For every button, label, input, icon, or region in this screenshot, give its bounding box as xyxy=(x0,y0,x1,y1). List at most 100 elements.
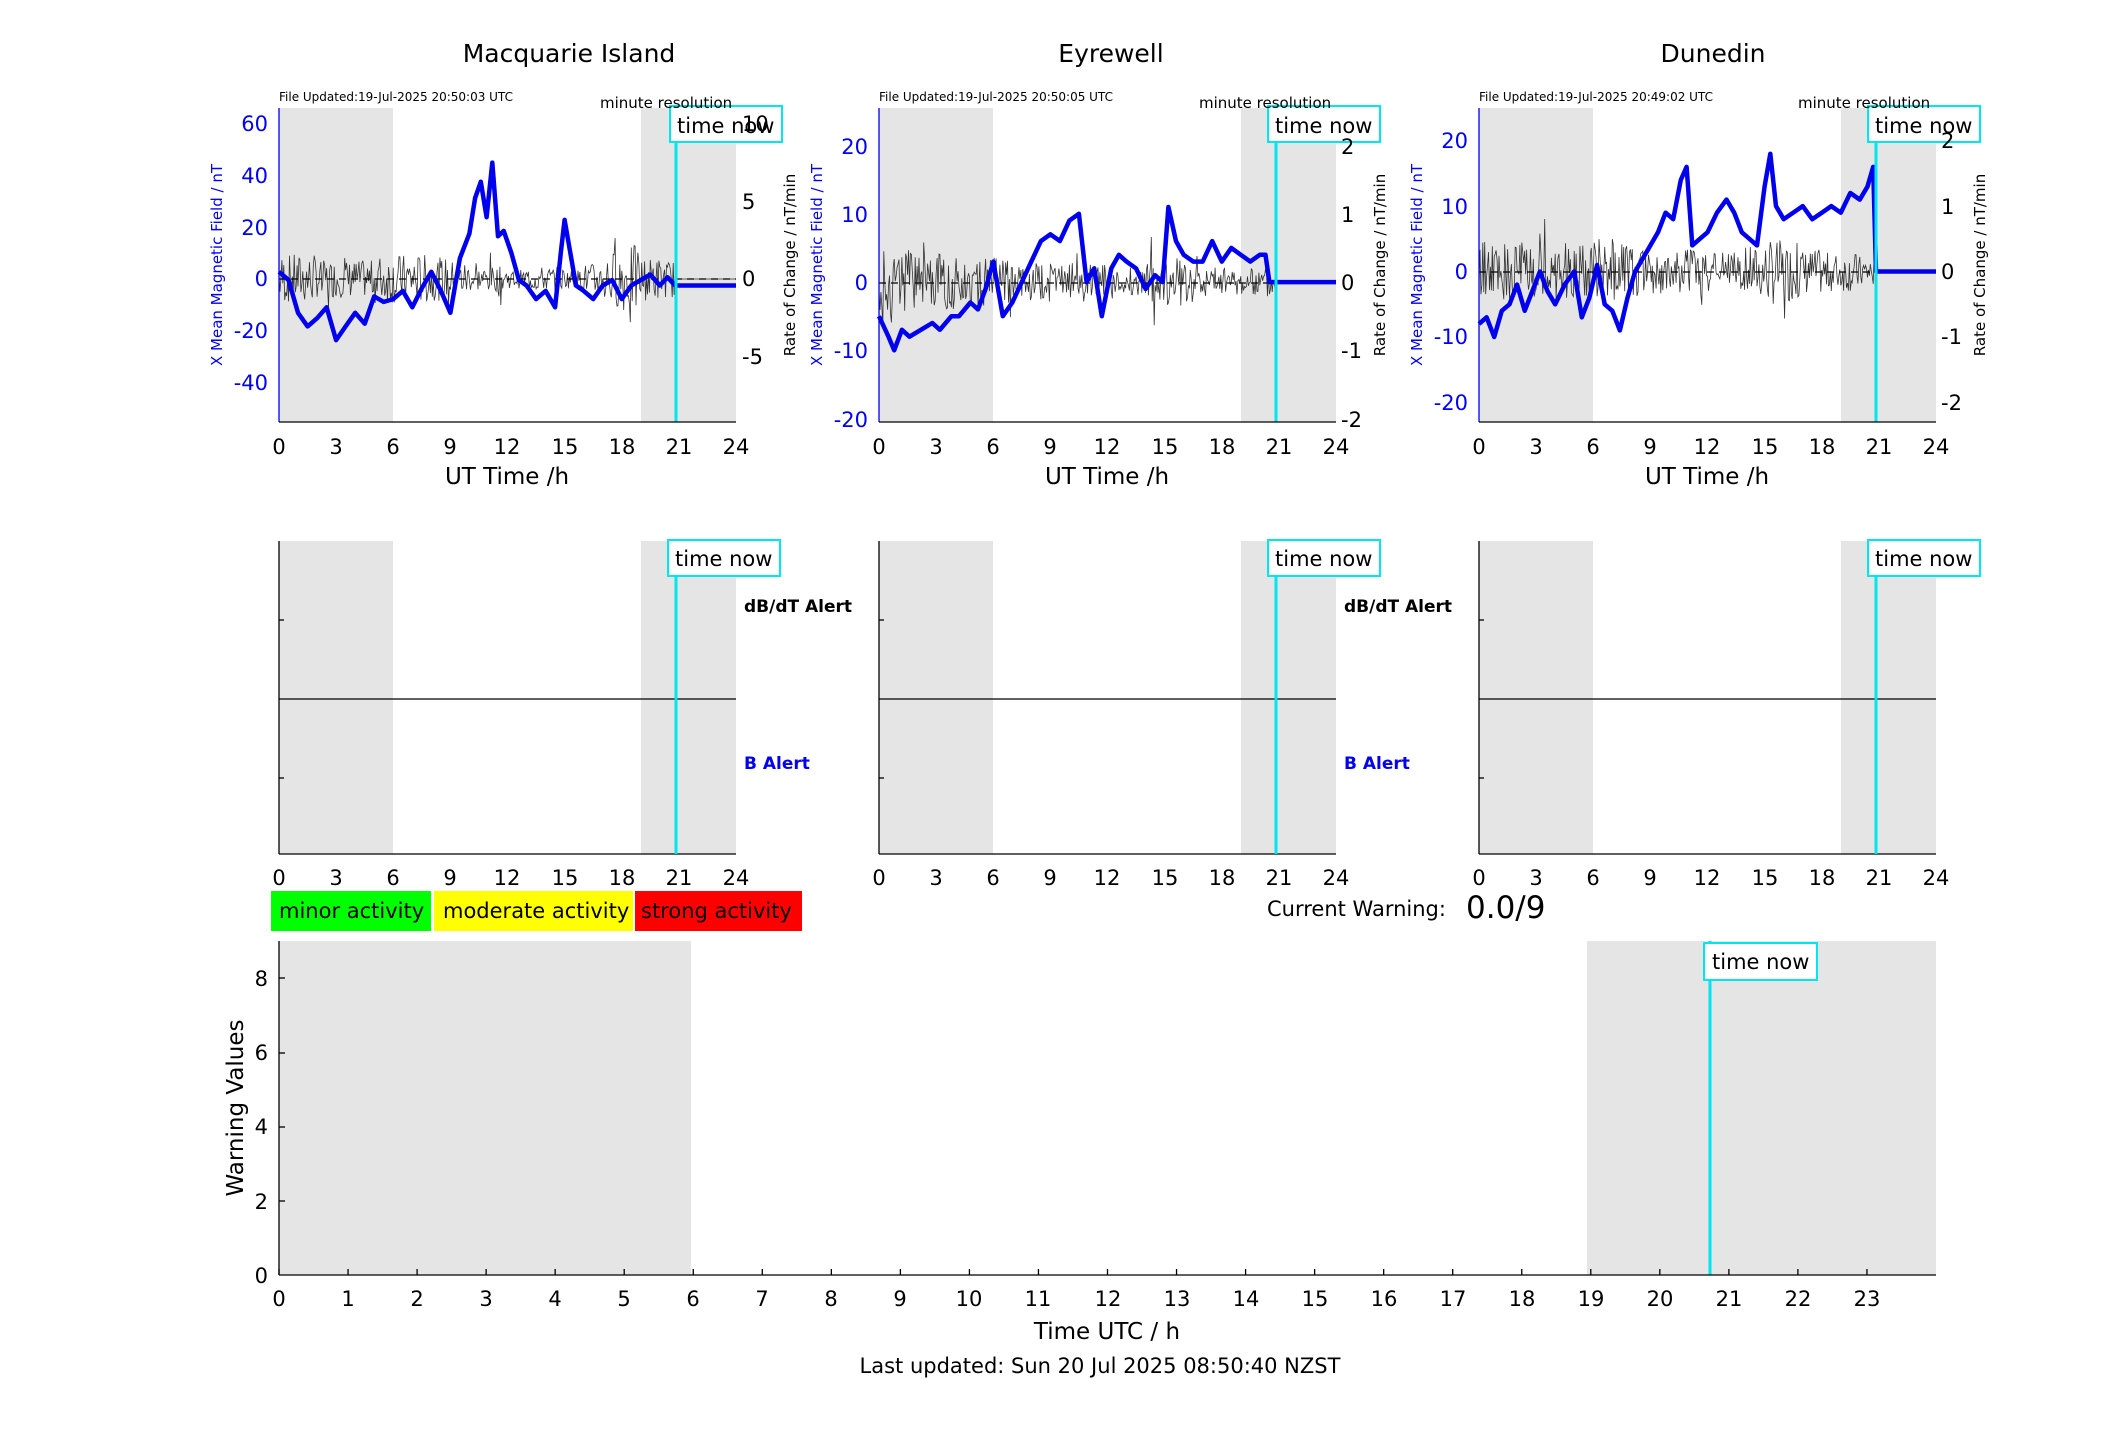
x-tick-label: 3 xyxy=(929,435,942,459)
x-tick-label: 18 xyxy=(1809,435,1836,459)
time-now-label: time now xyxy=(1875,114,1972,138)
rate-of-change-trace xyxy=(878,236,1336,326)
y-left-tick-label: 20 xyxy=(841,135,868,159)
magnetic-field-line xyxy=(876,204,1336,353)
x-tick-label: 21 xyxy=(1716,1287,1743,1311)
x-tick-label: 24 xyxy=(723,866,750,890)
y-right-tick-label: 5 xyxy=(742,190,755,214)
x-tick-label: 21 xyxy=(666,866,693,890)
x-axis-label: UT Time /h xyxy=(1045,464,1169,490)
x-tick-label: 13 xyxy=(1164,1287,1191,1311)
legend-strong-label: strong activity xyxy=(641,899,792,923)
rate-of-change-line xyxy=(878,236,1336,326)
b-alert-label: B Alert xyxy=(1344,754,1410,774)
x-tick-label: 15 xyxy=(1752,435,1779,459)
y-left-tick-label: -10 xyxy=(1434,325,1468,349)
y-right-tick-label: -1 xyxy=(1341,339,1362,363)
y-left-tick-label: 0 xyxy=(855,271,868,295)
x-tick-labels: 0 3 6 9 12 15 18 21 24 xyxy=(872,866,1349,890)
x-tick-label: 15 xyxy=(552,866,579,890)
x-tick-label: 3 xyxy=(479,1287,492,1311)
x-tick-label: 15 xyxy=(1302,1287,1329,1311)
y-right-tick-label: 10 xyxy=(742,112,769,136)
x-tick-label: 6 xyxy=(686,1287,699,1311)
x-tick-label: 24 xyxy=(723,435,750,459)
plot-title: Eyrewell xyxy=(1058,39,1163,68)
magnetic-field-line xyxy=(1477,151,1936,340)
resolution-text: minute resolution xyxy=(1199,94,1331,112)
night-shade-late xyxy=(641,541,736,854)
x-tick-label: 14 xyxy=(1233,1287,1260,1311)
y-left-tick-label: 10 xyxy=(1441,195,1468,219)
plot-title: Macquarie Island xyxy=(463,39,676,68)
y-left-tick-label: -20 xyxy=(1434,391,1468,415)
dbdt-alert-label: dB/dT Alert xyxy=(1344,597,1452,617)
resolution-text: minute resolution xyxy=(1798,94,1930,112)
y-axis-label: Warning Values xyxy=(223,1019,249,1196)
x-tick-label: 3 xyxy=(929,866,942,890)
x-tick-label: 0 xyxy=(272,866,285,890)
station-plot-eyrewell: Eyrewell time now File Updated:19-Jul-20… xyxy=(808,39,1389,490)
x-tick-label: 18 xyxy=(609,435,636,459)
y-right-tick-label: 1 xyxy=(1341,203,1354,227)
y-right-axis-label: Rate of Change / nT/min xyxy=(1371,174,1389,356)
file-updated-text: File Updated:19-Jul-2025 20:49:02 UTC xyxy=(1479,90,1713,104)
time-now-label: time now xyxy=(1275,547,1372,571)
y-left-tick-label: -20 xyxy=(234,319,268,343)
x-tick-label: 15 xyxy=(1152,435,1179,459)
night-shade-early xyxy=(279,108,393,422)
resolution-text: minute resolution xyxy=(600,94,732,112)
x-tick-label: 0 xyxy=(1472,866,1485,890)
warning-values-plot: time now 0 1 2 3 4 5 6 7 8 9 10 11 12 13… xyxy=(223,941,1936,1345)
x-tick-label: 19 xyxy=(1578,1287,1605,1311)
plot-title: Dunedin xyxy=(1661,39,1766,68)
x-tick-labels: 0 3 6 9 12 15 18 21 24 xyxy=(272,435,749,459)
night-shade-early xyxy=(279,941,691,1275)
time-now-label-box xyxy=(669,105,783,143)
x-tick-label: 18 xyxy=(1809,866,1836,890)
x-tick-label: 3 xyxy=(1529,866,1542,890)
x-tick-label: 15 xyxy=(1152,866,1179,890)
x-tick-label: 18 xyxy=(609,866,636,890)
x-tick-label: 8 xyxy=(824,1287,837,1311)
y-left-tick-label: 20 xyxy=(1441,129,1468,153)
x-tick-label: 16 xyxy=(1371,1287,1398,1311)
x-tick-label: 9 xyxy=(893,1287,906,1311)
time-now-label: time now xyxy=(1275,114,1372,138)
legend-minor-label: minor activity xyxy=(279,899,424,923)
magnetic-field-line xyxy=(277,160,736,343)
y-left-axis-label: X Mean Magnetic Field / nT xyxy=(808,163,826,366)
time-now-label: time now xyxy=(677,114,774,138)
x-tick-label: 6 xyxy=(386,435,399,459)
night-shade-early xyxy=(279,541,393,854)
station-plot-macquarie: Macquarie Island time now File Updated:1… xyxy=(208,39,799,490)
y-right-tick-label: -1 xyxy=(1941,325,1962,349)
x-tick-labels: 0 3 6 9 12 15 18 21 24 xyxy=(272,866,749,890)
x-tick-label: 4 xyxy=(548,1287,561,1311)
y-tick-label: 0 xyxy=(255,1264,268,1288)
y-left-tick-label: 0 xyxy=(1455,260,1468,284)
x-tick-label: 12 xyxy=(1094,866,1121,890)
time-now-label-box xyxy=(667,539,781,577)
legend-moderate-label: moderate activity xyxy=(443,899,629,923)
x-tick-label: 9 xyxy=(1643,866,1656,890)
y-right-axis-label: Rate of Change / nT/min xyxy=(781,174,799,356)
y-right-tick-labels: -5 0 5 10 xyxy=(742,112,769,369)
x-tick-labels: 0 3 6 9 12 15 18 21 24 xyxy=(1472,435,1949,459)
x-tick-label: 24 xyxy=(1923,866,1950,890)
x-tick-label: 11 xyxy=(1025,1287,1052,1311)
y-right-axis-label: Rate of Change / nT/min xyxy=(1971,174,1989,356)
rate-of-change-line xyxy=(1478,218,1936,319)
legend-moderate-swatch xyxy=(434,891,633,931)
time-now-label-box xyxy=(1267,539,1381,577)
night-shade-early xyxy=(879,541,993,854)
legend-minor-swatch xyxy=(271,891,431,931)
x-axis-label: UT Time /h xyxy=(1645,464,1769,490)
x-tick-label: 6 xyxy=(1586,435,1599,459)
night-shade-late xyxy=(641,108,736,422)
y-right-tick-label: 2 xyxy=(1941,129,1954,153)
x-tick-label: 3 xyxy=(329,435,342,459)
x-tick-label: 21 xyxy=(1866,435,1893,459)
time-now-label: time now xyxy=(1875,547,1972,571)
x-tick-label: 6 xyxy=(1586,866,1599,890)
